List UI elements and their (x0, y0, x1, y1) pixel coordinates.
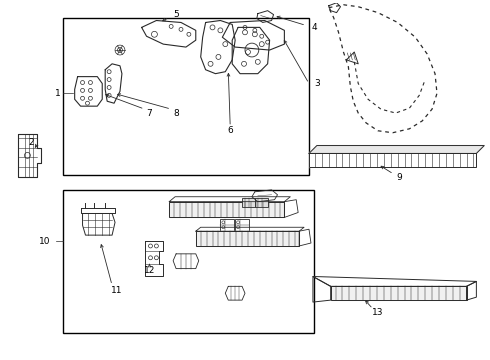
Text: 8: 8 (173, 109, 179, 118)
Polygon shape (331, 286, 466, 300)
Bar (196, 231, 299, 246)
Text: 2: 2 (28, 138, 34, 147)
Bar (331, 286, 466, 300)
Bar (220, 219, 234, 231)
Text: 4: 4 (311, 23, 317, 32)
Text: 11: 11 (111, 286, 123, 295)
Bar (242, 198, 255, 207)
Bar (255, 198, 268, 207)
Text: 9: 9 (397, 172, 402, 181)
Text: 13: 13 (372, 309, 384, 318)
Text: 1: 1 (55, 89, 61, 98)
Text: 6: 6 (227, 126, 233, 135)
Text: 10: 10 (39, 237, 51, 246)
Text: 7: 7 (147, 109, 152, 118)
Polygon shape (169, 202, 284, 217)
Text: 5: 5 (173, 10, 179, 19)
Bar (63, 190, 314, 333)
Bar (63, 18, 309, 175)
Bar (235, 219, 249, 231)
Polygon shape (309, 145, 484, 153)
Text: 3: 3 (314, 79, 320, 88)
Polygon shape (309, 153, 476, 167)
Bar (169, 202, 284, 217)
Polygon shape (196, 231, 299, 246)
Bar (309, 153, 476, 167)
Text: 12: 12 (144, 266, 155, 275)
